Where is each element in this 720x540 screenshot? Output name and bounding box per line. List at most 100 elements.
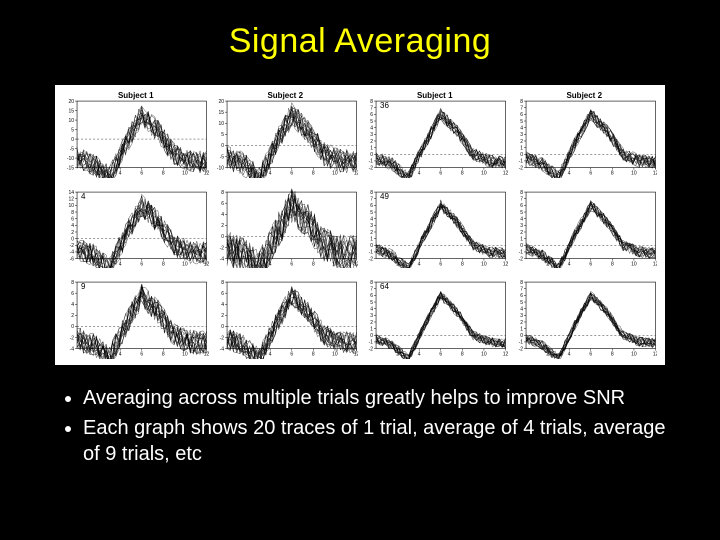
svg-text:10: 10: [332, 352, 338, 358]
svg-text:5: 5: [370, 209, 373, 215]
svg-text:2: 2: [221, 313, 224, 319]
svg-text:7: 7: [370, 106, 373, 112]
svg-text:8: 8: [71, 280, 74, 286]
chart-panel: 876543210-1-22468101249: [362, 182, 508, 269]
chart-panel: 86420-2-424681012: [213, 272, 359, 359]
svg-text:14: 14: [68, 190, 74, 196]
svg-text:0: 0: [370, 243, 373, 249]
svg-text:6: 6: [290, 352, 293, 358]
chart-panel: 876543210-1-224681012Subject 136: [362, 91, 508, 178]
svg-text:-1: -1: [369, 340, 374, 346]
svg-text:4: 4: [370, 216, 373, 222]
svg-text:7: 7: [370, 287, 373, 293]
svg-text:6: 6: [589, 171, 592, 177]
bullet-list: Averaging across multiple trials greatly…: [55, 385, 680, 471]
svg-text:-1: -1: [369, 159, 374, 165]
svg-text:4: 4: [268, 171, 271, 177]
chart-panel: 14121086420-2-4-6246810124: [63, 182, 209, 269]
svg-text:10: 10: [182, 352, 188, 358]
svg-text:4: 4: [370, 307, 373, 313]
svg-text:7: 7: [520, 106, 523, 112]
chart-panel: 876543210-1-224681012: [512, 272, 658, 359]
svg-text:8: 8: [610, 171, 613, 177]
svg-text:12: 12: [652, 171, 657, 177]
slide-title: Signal Averaging: [0, 0, 720, 61]
svg-text:8: 8: [520, 190, 523, 196]
svg-text:1: 1: [520, 327, 523, 333]
svg-text:2: 2: [370, 320, 373, 326]
svg-text:5: 5: [71, 127, 74, 133]
svg-text:1: 1: [370, 327, 373, 333]
svg-text:6: 6: [439, 261, 442, 267]
svg-text:8: 8: [221, 280, 224, 286]
svg-text:3: 3: [370, 313, 373, 319]
svg-text:5: 5: [520, 209, 523, 215]
svg-text:4: 4: [567, 352, 570, 358]
svg-text:-10: -10: [67, 156, 74, 162]
svg-text:4: 4: [119, 171, 122, 177]
svg-text:-2: -2: [70, 336, 75, 342]
svg-text:4: 4: [418, 171, 421, 177]
bullet-item: Averaging across multiple trials greatly…: [83, 385, 680, 411]
svg-text:2: 2: [520, 229, 523, 235]
svg-text:10: 10: [218, 121, 224, 127]
svg-text:15: 15: [218, 110, 224, 116]
panel-title: Subject 1: [63, 91, 209, 100]
svg-text:6: 6: [370, 203, 373, 209]
svg-text:-1: -1: [518, 249, 523, 255]
svg-text:5: 5: [370, 300, 373, 306]
svg-text:8: 8: [162, 261, 165, 267]
svg-text:2: 2: [370, 139, 373, 145]
svg-text:6: 6: [589, 261, 592, 267]
svg-text:6: 6: [290, 261, 293, 267]
svg-text:10: 10: [631, 171, 637, 177]
svg-text:12: 12: [652, 261, 657, 267]
panel-label: 36: [380, 101, 389, 110]
svg-text:12: 12: [68, 196, 74, 202]
svg-text:6: 6: [439, 171, 442, 177]
svg-text:0: 0: [370, 333, 373, 339]
svg-text:12: 12: [503, 171, 508, 177]
svg-text:1: 1: [520, 145, 523, 151]
svg-text:10: 10: [332, 171, 338, 177]
svg-text:6: 6: [71, 216, 74, 222]
svg-text:-2: -2: [219, 336, 224, 342]
svg-text:6: 6: [520, 203, 523, 209]
panel-label: 49: [380, 192, 389, 201]
svg-text:1: 1: [520, 236, 523, 242]
svg-text:0: 0: [221, 325, 224, 331]
svg-text:6: 6: [520, 112, 523, 118]
svg-text:-2: -2: [518, 256, 523, 262]
svg-text:2: 2: [71, 313, 74, 319]
svg-text:6: 6: [221, 291, 224, 297]
svg-text:3: 3: [520, 223, 523, 229]
svg-text:8: 8: [71, 209, 74, 215]
chart-panel: 876543210-1-22468101264: [362, 272, 508, 359]
svg-text:6: 6: [140, 261, 143, 267]
svg-text:10: 10: [481, 352, 487, 358]
svg-text:4: 4: [567, 171, 570, 177]
svg-text:5: 5: [221, 132, 224, 138]
bullet-item: Each graph shows 20 traces of 1 trial, a…: [83, 415, 680, 467]
svg-text:-2: -2: [70, 243, 75, 249]
svg-text:-2: -2: [518, 165, 523, 171]
svg-text:0: 0: [71, 325, 74, 331]
svg-text:8: 8: [221, 190, 224, 196]
svg-text:-2: -2: [369, 347, 374, 353]
svg-text:-1: -1: [369, 249, 374, 255]
svg-text:4: 4: [119, 261, 122, 267]
panel-label: 4: [81, 192, 85, 201]
svg-text:-5: -5: [219, 154, 224, 160]
svg-text:6: 6: [221, 201, 224, 207]
svg-text:6: 6: [370, 294, 373, 300]
svg-text:15: 15: [68, 108, 74, 114]
svg-text:12: 12: [652, 352, 657, 358]
svg-text:10: 10: [182, 171, 188, 177]
svg-text:6: 6: [140, 352, 143, 358]
svg-text:4: 4: [520, 216, 523, 222]
svg-text:5: 5: [370, 119, 373, 125]
slide: Signal Averaging 20151050-5-10-152468101…: [0, 0, 720, 540]
panel-title: Subject 2: [213, 91, 359, 100]
svg-text:2: 2: [520, 320, 523, 326]
svg-text:8: 8: [461, 352, 464, 358]
